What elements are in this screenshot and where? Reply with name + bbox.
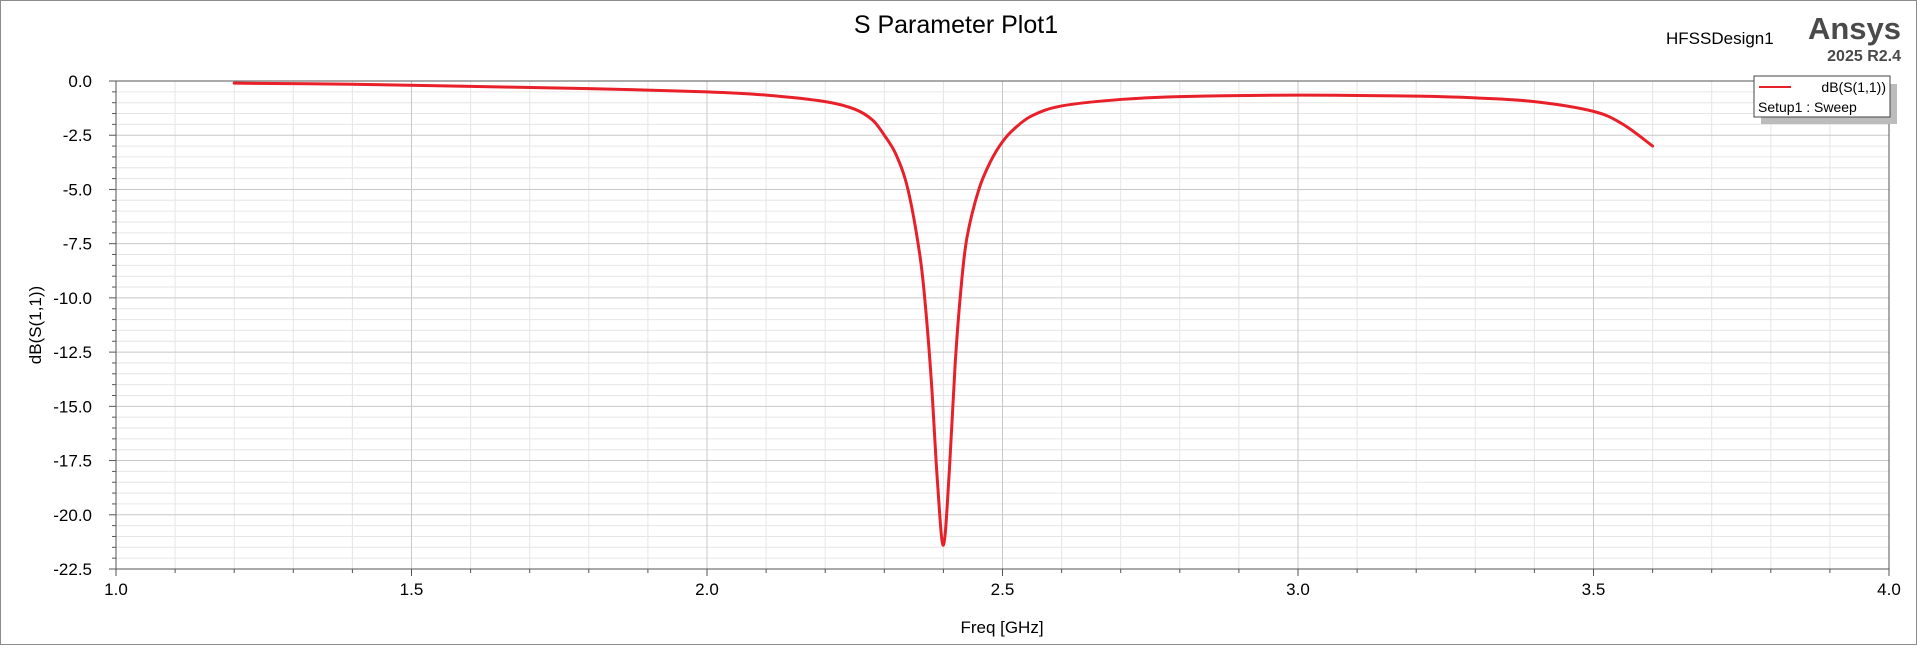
legend[interactable]: dB(S(1,1)) Setup1 : Sweep (1753, 75, 1897, 124)
major-grid (115, 80, 1890, 570)
data-point (1475, 97, 1477, 99)
data-point (1534, 101, 1536, 103)
data-point (1297, 94, 1299, 96)
data-point (907, 189, 909, 191)
design-name: HFSSDesign1 (1666, 29, 1774, 48)
y-tick-label: -2.5 (63, 126, 92, 145)
data-point (943, 544, 945, 546)
y-tick-label: -10.0 (53, 289, 92, 308)
y-tick-label: -12.5 (53, 343, 92, 362)
data-point (990, 160, 992, 162)
data-point (1593, 111, 1595, 113)
data-point (925, 308, 927, 310)
y-tick-label: 0.0 (68, 72, 92, 91)
data-point (1652, 145, 1654, 147)
data-point (1415, 95, 1417, 97)
data-point (1179, 96, 1181, 98)
y-tick-label: -22.5 (53, 560, 92, 579)
data-point (954, 362, 956, 364)
data-point (233, 82, 235, 84)
chart-title: S Parameter Plot1 (854, 11, 1058, 39)
data-point (588, 88, 590, 90)
x-tick-label: 2.0 (695, 580, 719, 599)
series-line-s11 (232, 81, 1655, 547)
data-point (931, 384, 933, 386)
data-point (872, 119, 874, 121)
x-tick-label: 3.0 (1286, 580, 1310, 599)
brand-logo: Ansys (1808, 11, 1901, 46)
data-point (1061, 105, 1063, 107)
data-point (1002, 141, 1004, 143)
data-point (895, 154, 897, 156)
data-point (765, 94, 767, 96)
x-tick-labels: 1.0 1.5 2.0 2.5 3.0 3.5 4.0 (104, 580, 1901, 599)
x-tick-label: 2.5 (991, 580, 1015, 599)
data-point (854, 108, 856, 110)
data-point (919, 254, 921, 256)
data-point (884, 134, 886, 136)
x-axis-label: Freq [GHz] (960, 618, 1043, 637)
y-tick-label: -5.0 (63, 180, 92, 199)
data-point (978, 189, 980, 191)
data-point (949, 471, 951, 473)
legend-setup-label: Setup1 : Sweep (1758, 99, 1857, 115)
y-tick-labels: 0.0 -2.5 -5.0 -7.5 -10.0 -12.5 -15.0 -17.5 -20.0… (53, 72, 92, 579)
data-point (937, 481, 939, 483)
y-tick-label: -15.0 (53, 397, 92, 416)
x-tick-label: 4.0 (1877, 580, 1901, 599)
legend-box (1753, 75, 1891, 118)
data-point (1031, 115, 1033, 117)
x-tick-label: 3.5 (1582, 580, 1606, 599)
y-axis-label: dB(S(1,1)) (26, 286, 45, 364)
series-layer (232, 81, 1655, 547)
y-tick-label: -20.0 (53, 506, 92, 525)
tick-marks (109, 80, 1890, 576)
data-point (352, 83, 354, 85)
data-point (824, 101, 826, 103)
data-point (470, 86, 472, 88)
data-point (960, 286, 962, 288)
data-point (1622, 124, 1624, 126)
data-point (966, 236, 968, 238)
x-tick-label: 1.0 (104, 580, 128, 599)
data-point (706, 91, 708, 93)
legend-series-label: dB(S(1,1)) (1821, 79, 1886, 95)
data-point (1120, 99, 1122, 101)
y-tick-label: -7.5 (63, 235, 92, 254)
data-point (1014, 128, 1016, 130)
version-label: 2025 R2.4 (1827, 48, 1901, 65)
y-tick-label: -17.5 (53, 452, 92, 471)
x-tick-label: 1.5 (400, 580, 424, 599)
